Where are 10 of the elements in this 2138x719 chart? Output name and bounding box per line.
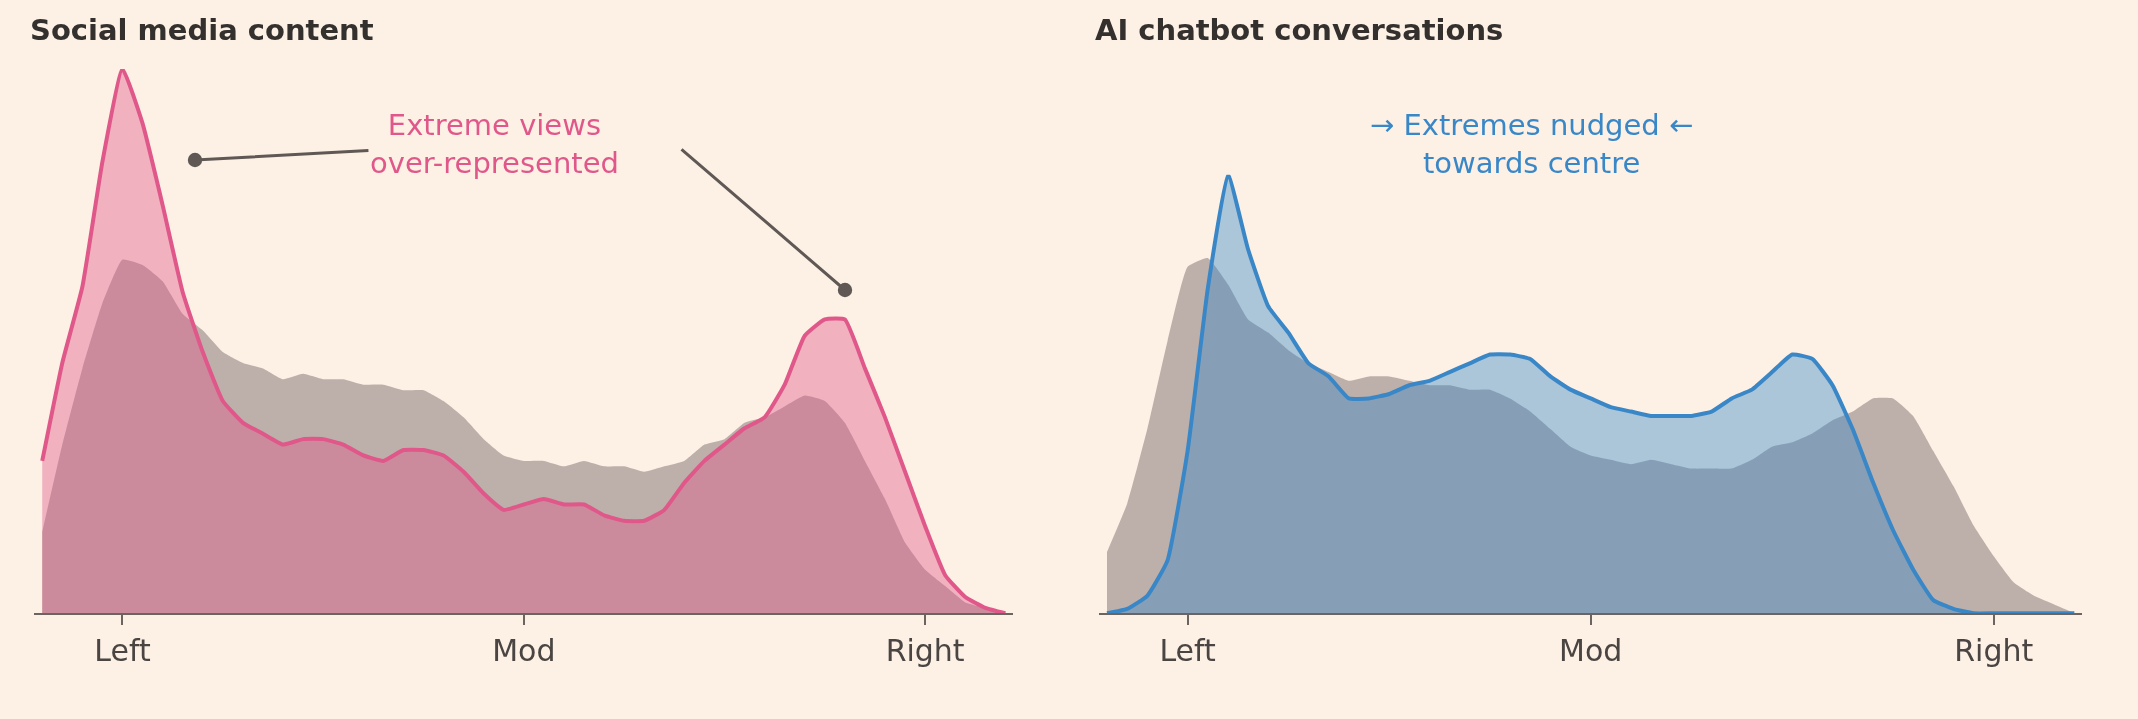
x-tick-label: Mod [1559, 633, 1623, 669]
chart-title: AI chatbot conversations [1095, 13, 1504, 47]
x-tick-label: Mod [492, 633, 556, 669]
x-tick-label: Left [1159, 633, 1217, 669]
chart-title: Social media content [30, 13, 374, 47]
x-tick-label: Left [94, 633, 151, 669]
x-tick-label: Right [885, 633, 965, 669]
x-tick-label: Right [1954, 633, 2034, 669]
annotation: Extreme views over-represented [370, 108, 619, 180]
annotation: → Extremes nudged ← towards centre [1370, 108, 1694, 180]
